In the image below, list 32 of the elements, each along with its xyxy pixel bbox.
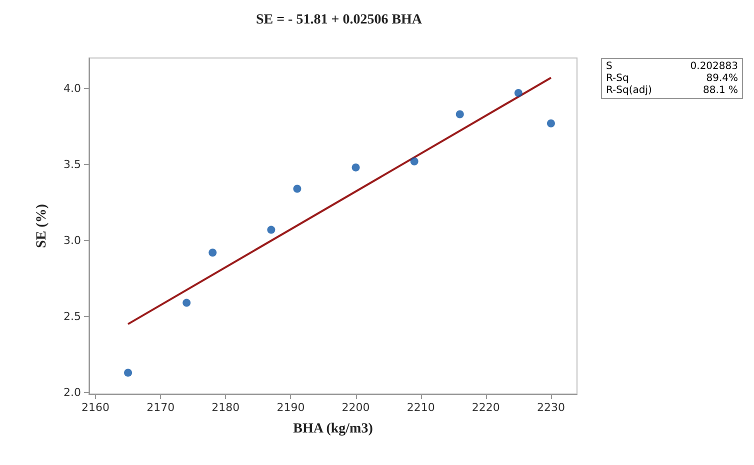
x-tick-label: 2210 [406, 401, 435, 414]
x-tick-label: 2200 [342, 401, 370, 414]
y-tick-label: 2.5 [64, 310, 81, 323]
x-tick-label: 2190 [276, 401, 305, 414]
point [514, 88, 522, 97]
y-tick-label: 4.0 [64, 82, 81, 95]
point [267, 226, 276, 234]
y-tick-label: 3.5 [64, 158, 81, 171]
x-tick-label: 2170 [146, 401, 175, 414]
y-axis-title: SE (%) [34, 204, 50, 248]
x-tick-label: 2230 [536, 401, 565, 414]
text: 88.1 % [702, 85, 738, 96]
text: R-Sq(adj) [606, 85, 653, 96]
point [456, 110, 464, 118]
point [293, 184, 302, 193]
point [182, 298, 191, 307]
x-tick-label: 2180 [212, 401, 240, 414]
point [352, 163, 360, 172]
point [124, 368, 132, 377]
point [546, 119, 555, 128]
y-tick-label: 2.0 [64, 386, 81, 399]
text: 89.4% [705, 73, 738, 84]
point [410, 157, 418, 166]
x-tick-label: 2220 [472, 401, 500, 414]
y-tick-label: 3.0 [64, 234, 81, 247]
text: R-Sq [606, 73, 630, 84]
x-tick-label: 2160 [82, 401, 110, 414]
point [208, 248, 217, 257]
x-axis-title: BHA (kg/m3) [293, 422, 374, 436]
text: S [606, 61, 614, 72]
text: 0.202883 [689, 61, 738, 72]
chart-title: SE = - 51.81 + 0.02506 BHA [256, 12, 423, 28]
